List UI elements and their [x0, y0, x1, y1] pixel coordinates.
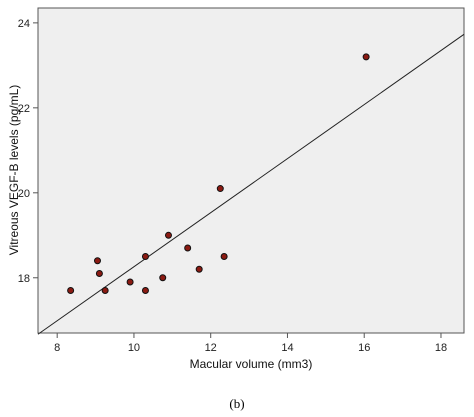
- x-axis-title: Macular volume (mm3): [190, 357, 313, 371]
- data-point: [95, 270, 103, 278]
- y-axis-title: Vitreous VEGF-B levels (pg/mL): [7, 85, 21, 256]
- data-point: [184, 244, 192, 252]
- fit-line-group: [37, 33, 465, 335]
- x-tick-label: 10: [128, 342, 140, 354]
- chart-canvas: 8 10 12 14 16 18 18 20 22 24 Macular volume (mm3)…: [7, 7, 465, 371]
- data-point: [67, 287, 75, 295]
- x-tick-label: 16: [358, 342, 370, 354]
- data-points: [67, 53, 370, 295]
- plot-area: [37, 7, 465, 334]
- y-tick-label: 18: [18, 273, 30, 285]
- data-point: [362, 53, 370, 61]
- y-tick-label: 20: [18, 188, 30, 200]
- data-point: [93, 257, 101, 265]
- figure-caption: (b): [229, 396, 245, 411]
- data-point: [101, 287, 109, 295]
- x-tick-label: 18: [435, 342, 447, 354]
- x-tick-label: 12: [205, 342, 217, 354]
- data-point: [141, 253, 149, 261]
- y-tick-label: 24: [18, 18, 30, 30]
- data-point: [164, 231, 172, 239]
- data-point: [216, 185, 224, 193]
- x-tick-label: 14: [281, 342, 293, 354]
- data-point: [220, 253, 228, 261]
- data-point: [141, 287, 149, 295]
- data-point: [195, 265, 203, 273]
- regression-line: [37, 33, 465, 335]
- y-tick-label: 22: [18, 103, 30, 115]
- data-point: [159, 274, 167, 282]
- x-tick-label: 8: [54, 342, 60, 354]
- data-point: [126, 278, 134, 286]
- axis-ticks: 8 10 12 14 16 18 18 20 22 24: [18, 18, 447, 354]
